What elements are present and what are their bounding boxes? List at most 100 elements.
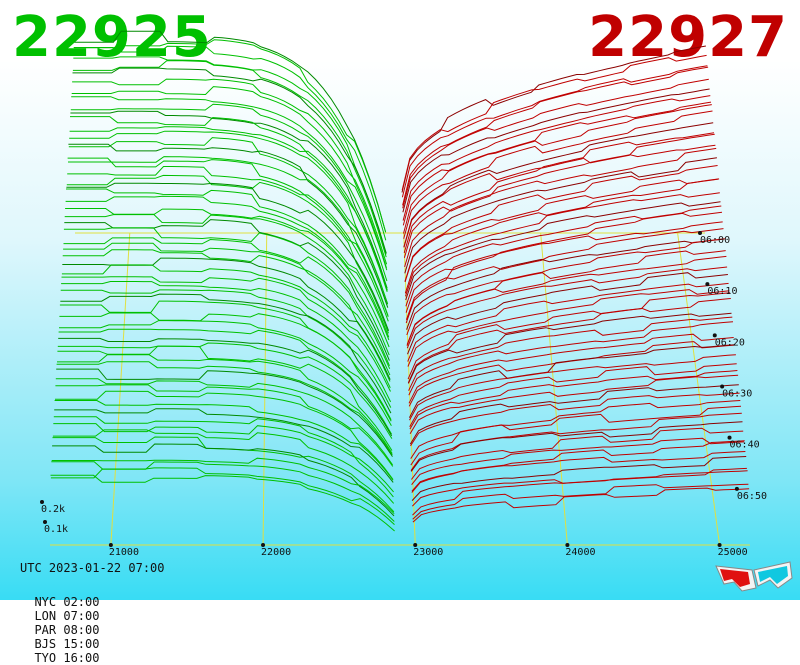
bid-depth-profile [56,361,393,456]
bid-depth-profile [67,157,389,317]
bid-depth-profile [68,143,389,308]
bid-depth-profile [58,328,393,435]
bid-depth-profile [74,39,387,233]
bid-depth-profile [73,56,387,255]
x-tick-label: 23000 [413,547,443,558]
timezone-nyc: NYC 02:00 [34,595,100,609]
bid-depth-profile [59,320,392,426]
bid-depth-profile [70,116,388,292]
bid-depth-profile [55,390,394,480]
bid-depth-profile [69,126,388,291]
bid-depth-profile [53,423,394,493]
ask-depth-profile [409,370,738,430]
ask-depth-profile [407,298,731,384]
ask-depth-profile [402,66,709,206]
ask-depth-profile [405,192,720,297]
x-tick-mark [108,543,113,547]
ask-depth-profile [406,238,725,336]
bid-depth-profile [52,429,395,504]
ask-depth-profile [408,344,736,418]
ask-depth-profile [402,101,712,226]
time-tick-mark [705,282,710,287]
bid-depth-profile [64,214,390,356]
x-tick-mark [413,543,418,547]
time-tick-mark [712,333,717,338]
ask-depth-profile [410,392,740,447]
bid-depth-profile [68,156,389,316]
time-tick-label: 06:50 [737,491,767,502]
ask-depth-profile [405,201,721,301]
y-tick-label: 0.2k [41,504,65,515]
ask-depth-profile [411,456,747,501]
bid-depth-profile [54,408,394,483]
bid-depth-profile [63,242,391,376]
ask-depth-profile [411,467,747,507]
time-tick-label: 06:00 [700,235,730,246]
time-tick-mark [720,384,725,389]
bid-depth-profile [69,130,388,304]
bid-depth-profile [59,312,392,422]
bid-depth-profile [74,30,386,232]
bid-depth-profile [51,461,395,522]
ask-depth-profile [411,437,745,486]
ask-depth-profile [404,165,718,282]
ask-depth-profile [401,45,706,193]
y-tick-mark [43,520,47,524]
bid-depth-profile [62,249,391,382]
bid-depth-profile [60,293,392,414]
time-tick-label: 06:10 [707,286,737,297]
ask-depth-profile [408,333,734,404]
bid-depth-profile [73,45,387,241]
timezone-bjs: BJS 15:00 [34,637,100,651]
3d-glasses-icon[interactable] [712,558,794,594]
ask-depth-profile [409,374,739,434]
ask-depth-profile [402,78,709,209]
grid-line [677,232,721,546]
bid-depth-profile [65,195,390,341]
bid-depth-profile [63,227,390,366]
bid-depth-profile [71,86,388,265]
bid-depth-profile [58,337,393,437]
ask-depth-profile [405,211,723,313]
bid-depth-profile [61,264,391,389]
axis-labels: 21000 22000 23000 24000 25000 0.2k 0.1k 06:00 06… [40,231,767,558]
ask-depth-profile [407,272,728,355]
ask-depth-profile [402,95,711,221]
y-tick-mark [40,500,44,504]
ask-depth-profile [403,104,712,234]
bid-depth-profile [50,474,395,532]
ask-depth-profile [403,144,716,258]
bid-depth-profile [72,78,387,269]
time-tick-mark [727,435,732,440]
ask-depth-profile [404,157,717,274]
ask-depth-profile [407,312,732,384]
ask-depth-profile [405,221,723,324]
ask-depth-profile [406,255,727,345]
x-tick-label: 21000 [109,547,139,558]
time-tick-label: 06:40 [730,440,760,451]
ask-depth-profile [412,483,749,520]
bid-depth-profile [53,416,394,498]
ask-depth-profile [410,421,743,472]
ask-depth-profile [401,65,708,198]
bid-depth-profile [61,281,392,403]
ask-depth-profile [406,238,725,330]
bid-depth-profile [68,137,389,305]
ask-depth-profile [409,354,736,421]
bid-depth-profile [71,96,388,271]
ask-depth-profile [404,178,719,283]
ask-depth-profile [407,289,730,367]
ask-depth-profile [408,321,734,396]
bid-depth-profile [55,384,394,467]
ask-depth-profile [407,282,729,362]
x-tick-label: 25000 [718,547,748,558]
bid-depth-profile [70,103,388,282]
bid-depth-profile [55,378,394,466]
order-book-depth-chart: 21000 22000 23000 24000 25000 0.2k 0.1k 06:00 06… [40,30,767,558]
ask-depth-profile [404,147,717,268]
x-tick-mark [565,543,570,547]
bid-price: 22925 [12,5,212,70]
bid-depth-profile [66,188,390,338]
time-tick-mark [698,231,702,235]
x-tick-label: 24000 [565,547,595,558]
